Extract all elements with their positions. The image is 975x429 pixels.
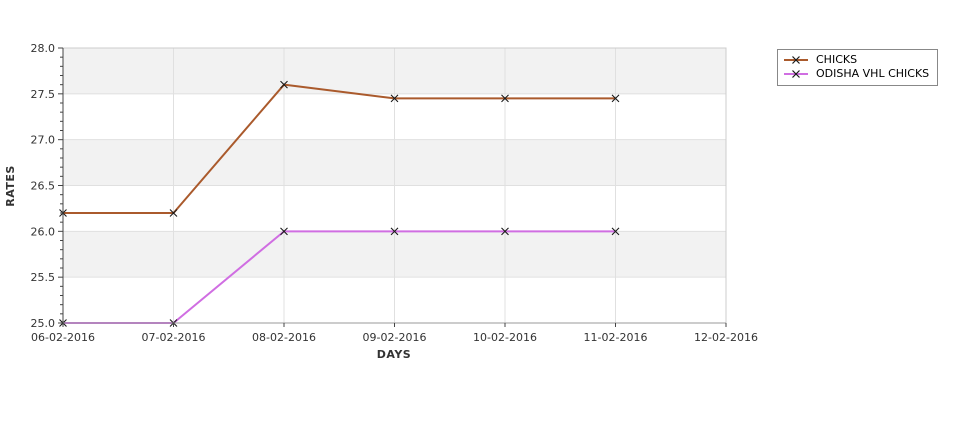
y-tick-label: 25.0 xyxy=(31,317,56,330)
legend-item-label: CHICKS xyxy=(816,53,858,66)
legend-line-x-marker-icon xyxy=(784,56,808,64)
y-tick-label: 25.5 xyxy=(31,271,56,284)
legend-item: CHICKS xyxy=(783,53,929,67)
x-marker-icon xyxy=(390,94,399,103)
x-marker-icon xyxy=(390,227,399,236)
x-marker-icon xyxy=(501,227,509,236)
x-marker-icon xyxy=(280,227,288,236)
x-tick-label: 06-02-2016 xyxy=(31,331,95,344)
y-tick-label: 28.0 xyxy=(31,42,56,55)
y-tick-label: 27.0 xyxy=(31,134,56,147)
y-axis-title: RATES xyxy=(4,165,17,207)
x-tick-label: 11-02-2016 xyxy=(584,331,648,344)
x-marker-icon xyxy=(501,94,509,103)
legend-line-x-marker-icon xyxy=(784,70,808,78)
legend-item-label: ODISHA VHL CHICKS xyxy=(816,67,930,80)
x-tick-label: 07-02-2016 xyxy=(142,331,206,344)
y-tick-label: 27.5 xyxy=(31,88,56,101)
x-marker-icon xyxy=(611,94,620,103)
legend-item: ODISHA VHL CHICKS xyxy=(783,67,929,81)
series-line-chicks xyxy=(63,83,616,214)
x-tick-label: 09-02-2016 xyxy=(363,331,427,344)
x-axis-title: DAYS xyxy=(377,348,411,361)
x-tick-label: 08-02-2016 xyxy=(252,331,316,344)
x-tick-label: 10-02-2016 xyxy=(473,331,537,344)
x-tick-label: 12-02-2016 xyxy=(694,331,758,344)
x-marker-icon xyxy=(169,209,178,217)
y-tick-label: 26.0 xyxy=(31,225,56,238)
x-marker-icon xyxy=(611,227,620,236)
x-marker-icon xyxy=(280,80,288,89)
legend: CHICKS ODISHA VHL CHICKS xyxy=(777,49,939,86)
y-tick-label: 26.5 xyxy=(31,180,56,193)
